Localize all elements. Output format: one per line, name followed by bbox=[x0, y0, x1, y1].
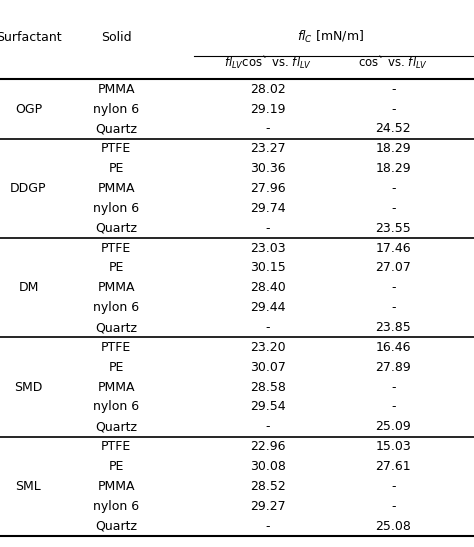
Text: PTFE: PTFE bbox=[101, 142, 131, 155]
Text: OGP: OGP bbox=[15, 103, 42, 115]
Text: DDGP: DDGP bbox=[10, 182, 47, 195]
Text: Quartz: Quartz bbox=[95, 321, 137, 334]
Text: 23.20: 23.20 bbox=[250, 341, 286, 354]
Text: -: - bbox=[391, 301, 396, 314]
Text: 30.36: 30.36 bbox=[250, 162, 286, 175]
Text: 28.52: 28.52 bbox=[250, 480, 286, 493]
Text: $\mathit{fl}_C\ \mathrm{[mN/m]}$: $\mathit{fl}_C\ \mathrm{[mN/m]}$ bbox=[297, 29, 364, 45]
Text: 18.29: 18.29 bbox=[375, 142, 411, 155]
Text: 28.58: 28.58 bbox=[250, 381, 286, 394]
Text: $\mathit{fl}_{LV}$cos` vs. $\mathit{fl}_{LV}$: $\mathit{fl}_{LV}$cos` vs. $\mathit{fl}_… bbox=[224, 54, 312, 72]
Text: 30.15: 30.15 bbox=[250, 261, 286, 275]
Text: cos` vs. $\mathit{fl}_{LV}$: cos` vs. $\mathit{fl}_{LV}$ bbox=[358, 54, 428, 72]
Text: 27.96: 27.96 bbox=[250, 182, 286, 195]
Text: Solid: Solid bbox=[101, 31, 131, 44]
Text: 27.89: 27.89 bbox=[375, 361, 411, 374]
Text: nylon 6: nylon 6 bbox=[93, 400, 139, 414]
Text: -: - bbox=[391, 83, 396, 96]
Text: 27.61: 27.61 bbox=[375, 460, 411, 473]
Text: 16.46: 16.46 bbox=[376, 341, 411, 354]
Text: -: - bbox=[391, 400, 396, 414]
Text: PMMA: PMMA bbox=[97, 381, 135, 394]
Text: -: - bbox=[391, 281, 396, 294]
Text: Quartz: Quartz bbox=[95, 520, 137, 533]
Text: Quartz: Quartz bbox=[95, 420, 137, 433]
Text: -: - bbox=[391, 500, 396, 513]
Text: PE: PE bbox=[109, 460, 124, 473]
Text: 27.07: 27.07 bbox=[375, 261, 411, 275]
Text: PTFE: PTFE bbox=[101, 440, 131, 453]
Text: nylon 6: nylon 6 bbox=[93, 500, 139, 513]
Text: PTFE: PTFE bbox=[101, 242, 131, 254]
Text: Surfactant: Surfactant bbox=[0, 31, 61, 44]
Text: PMMA: PMMA bbox=[97, 281, 135, 294]
Text: nylon 6: nylon 6 bbox=[93, 103, 139, 115]
Text: Quartz: Quartz bbox=[95, 123, 137, 136]
Text: 17.46: 17.46 bbox=[375, 242, 411, 254]
Text: 22.96: 22.96 bbox=[250, 440, 285, 453]
Text: SMD: SMD bbox=[14, 381, 43, 394]
Text: PE: PE bbox=[109, 261, 124, 275]
Text: 28.02: 28.02 bbox=[250, 83, 286, 96]
Text: 23.03: 23.03 bbox=[250, 242, 286, 254]
Text: PMMA: PMMA bbox=[97, 83, 135, 96]
Text: -: - bbox=[391, 381, 396, 394]
Text: -: - bbox=[265, 321, 270, 334]
Text: -: - bbox=[265, 222, 270, 235]
Text: 29.19: 29.19 bbox=[250, 103, 285, 115]
Text: PMMA: PMMA bbox=[97, 182, 135, 195]
Text: 24.52: 24.52 bbox=[375, 123, 411, 136]
Text: -: - bbox=[265, 420, 270, 433]
Text: 18.29: 18.29 bbox=[375, 162, 411, 175]
Text: -: - bbox=[391, 480, 396, 493]
Text: 23.55: 23.55 bbox=[375, 222, 411, 235]
Text: 23.85: 23.85 bbox=[375, 321, 411, 334]
Text: nylon 6: nylon 6 bbox=[93, 301, 139, 314]
Text: -: - bbox=[265, 123, 270, 136]
Text: 25.08: 25.08 bbox=[375, 520, 411, 533]
Text: 28.40: 28.40 bbox=[250, 281, 286, 294]
Text: SML: SML bbox=[16, 480, 41, 493]
Text: PTFE: PTFE bbox=[101, 341, 131, 354]
Text: 30.08: 30.08 bbox=[250, 460, 286, 473]
Text: 15.03: 15.03 bbox=[375, 440, 411, 453]
Text: 29.27: 29.27 bbox=[250, 500, 286, 513]
Text: PE: PE bbox=[109, 162, 124, 175]
Text: 23.27: 23.27 bbox=[250, 142, 286, 155]
Text: DM: DM bbox=[18, 281, 38, 294]
Text: 30.07: 30.07 bbox=[250, 361, 286, 374]
Text: 29.44: 29.44 bbox=[250, 301, 285, 314]
Text: 25.09: 25.09 bbox=[375, 420, 411, 433]
Text: 29.54: 29.54 bbox=[250, 400, 286, 414]
Text: -: - bbox=[265, 520, 270, 533]
Text: PE: PE bbox=[109, 361, 124, 374]
Text: nylon 6: nylon 6 bbox=[93, 202, 139, 215]
Text: Quartz: Quartz bbox=[95, 222, 137, 235]
Text: -: - bbox=[391, 103, 396, 115]
Text: -: - bbox=[391, 202, 396, 215]
Text: -: - bbox=[391, 182, 396, 195]
Text: PMMA: PMMA bbox=[97, 480, 135, 493]
Text: 29.74: 29.74 bbox=[250, 202, 286, 215]
